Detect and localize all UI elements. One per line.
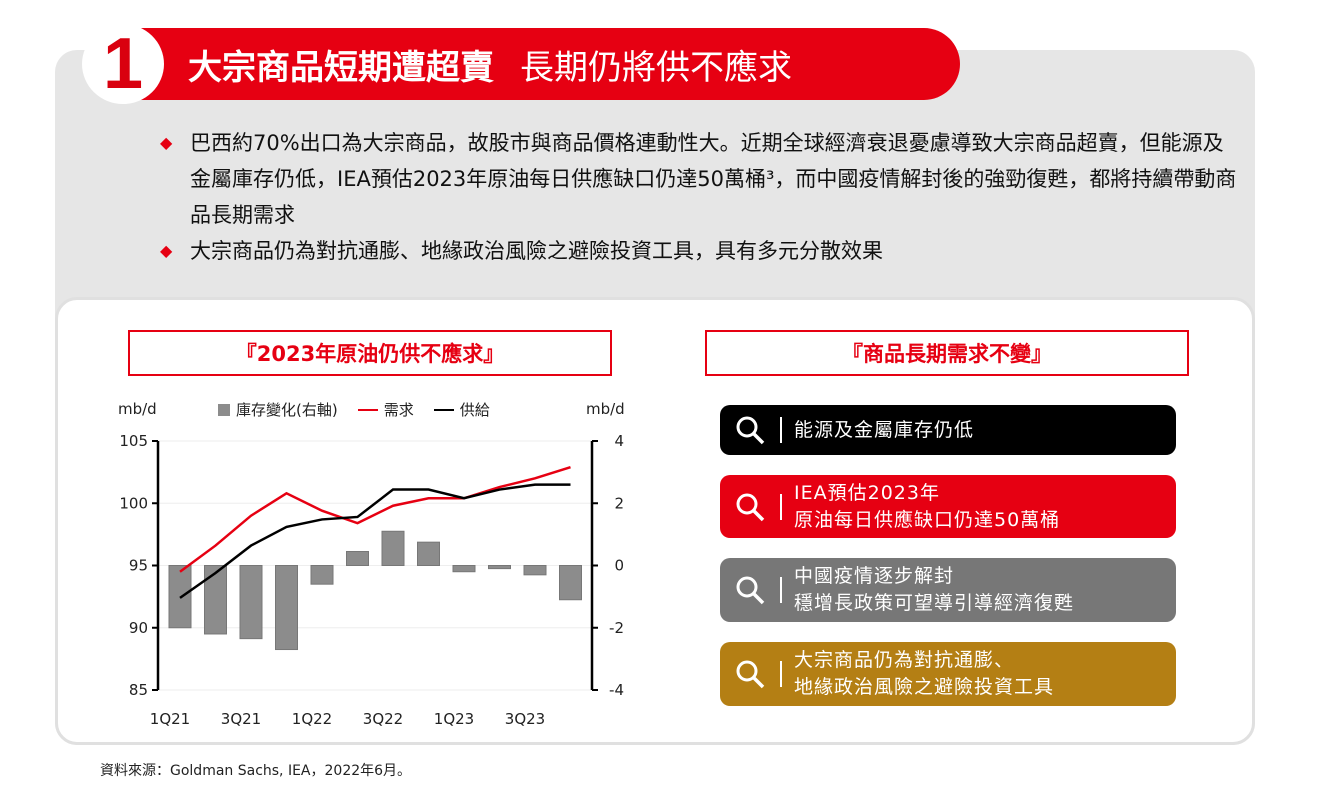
legend-label: 需求: [383, 401, 414, 419]
legend: 庫存變化(右軸) 需求 供給: [218, 399, 490, 420]
x-tick-label: 3Q23: [505, 710, 545, 728]
right-item: 大宗商品仍為對抗通膨、地緣政治風險之避險投資工具: [720, 642, 1176, 706]
left-axis-unit: mb/d: [118, 400, 157, 418]
item-text: 穩增長政策可望導引導經濟復甦: [794, 592, 1075, 614]
y-right-tick-label: -4: [609, 681, 624, 699]
right-item: IEA預估2023年原油每日供應缺口仍達50萬桶: [720, 475, 1176, 538]
chart-title: 『2023年原油仍供不應求』: [128, 330, 612, 376]
y-left-tick-label: 95: [129, 557, 148, 575]
bar-inventory-2Q21: [204, 565, 227, 635]
bar-inventory-2Q22: [346, 550, 369, 567]
item-text: 中國疫情逐步解封: [794, 565, 955, 587]
header-subtitle: 長期仍將供不應求: [520, 47, 792, 88]
item-text: IEA預估2023年: [794, 481, 940, 504]
right-axis-unit: mb/d: [586, 400, 625, 418]
bar-inventory-3Q22: [381, 530, 405, 567]
y-right-tick-label: 2: [614, 494, 624, 512]
search-icon: [720, 659, 780, 689]
y-right-tick-label: -2: [609, 619, 624, 637]
search-icon: [720, 575, 780, 605]
bullet-list: ◆ 巴西約70%出口為大宗商品，故股市與商品價格連動性大。近期全球經濟衰退憂慮導致…: [160, 125, 1240, 269]
y-right-tick-label: 0: [614, 557, 624, 575]
section-number: 1: [82, 24, 164, 104]
bar-inventory-4Q22: [417, 541, 440, 566]
source-note: 資料來源：Goldman Sachs, IEA，2022年6月。: [100, 763, 412, 779]
y-right-tick-label: 4: [614, 432, 624, 450]
legend-swatch-supply: [433, 408, 454, 411]
y-left-tick-label: 105: [119, 432, 148, 450]
y-left-tick-label: 90: [129, 619, 148, 637]
header-title: 大宗商品短期遭超賣: [188, 47, 494, 88]
x-tick-label: 1Q23: [434, 710, 474, 728]
diamond-icon: ◆: [160, 133, 173, 152]
line-supply: [179, 483, 571, 599]
item-text: 原油每日供應缺口仍達50萬桶: [794, 508, 1061, 531]
right-item: 能源及金屬庫存仍低: [720, 405, 1176, 455]
x-tick-label: 3Q22: [363, 710, 403, 728]
bullet-text: 巴西約70%出口為大宗商品，故股市與商品價格連動性大。近期全球經濟衰退憂慮導致大…: [190, 131, 1237, 227]
bar-inventory-2Q23: [488, 565, 511, 570]
legend-swatch-bar: [218, 403, 230, 416]
bar-inventory-1Q23: [452, 565, 476, 573]
item-text: 能源及金屬庫存仍低: [794, 418, 975, 441]
search-icon: [720, 415, 780, 445]
right-title: 『商品長期需求不變』: [705, 330, 1189, 376]
bar-inventory-3Q23: [523, 565, 547, 576]
diamond-icon: ◆: [160, 241, 173, 260]
y-left-tick-label: 85: [129, 681, 148, 699]
right-item: 中國疫情逐步解封穩增長政策可望導引導經濟復甦: [720, 558, 1176, 622]
legend-label: 供給: [459, 401, 490, 419]
x-tick-label: 3Q21: [221, 710, 261, 728]
y-left-tick-label: 100: [119, 494, 148, 512]
bar-inventory-1Q22: [310, 565, 334, 585]
bullet-item: ◆ 巴西約70%出口為大宗商品，故股市與商品價格連動性大。近期全球經濟衰退憂慮導致…: [160, 125, 1240, 233]
bar-inventory-3Q21: [239, 565, 263, 640]
bullet-text: 大宗商品仍為對抗通膨、地緣政治風險之避險投資工具，具有多元分散效果: [190, 239, 883, 263]
bar-inventory-4Q21: [275, 565, 298, 651]
bullet-item: ◆ 大宗商品仍為對抗通膨、地緣政治風險之避險投資工具，具有多元分散效果: [160, 233, 1240, 269]
item-text: 地緣政治風險之避險投資工具: [794, 676, 1055, 698]
line-demand: [179, 465, 571, 573]
header-banner: 大宗商品短期遭超賣 長期仍將供不應求: [120, 28, 960, 100]
x-tick-label: 1Q21: [150, 710, 190, 728]
legend-swatch-demand: [357, 408, 378, 411]
bar-inventory-4Q23: [559, 565, 582, 601]
legend-label: 庫存變化(右軸): [236, 401, 338, 419]
x-tick-label: 1Q22: [292, 710, 332, 728]
search-icon: [720, 492, 780, 522]
item-text: 大宗商品仍為對抗通膨、: [794, 649, 1015, 671]
